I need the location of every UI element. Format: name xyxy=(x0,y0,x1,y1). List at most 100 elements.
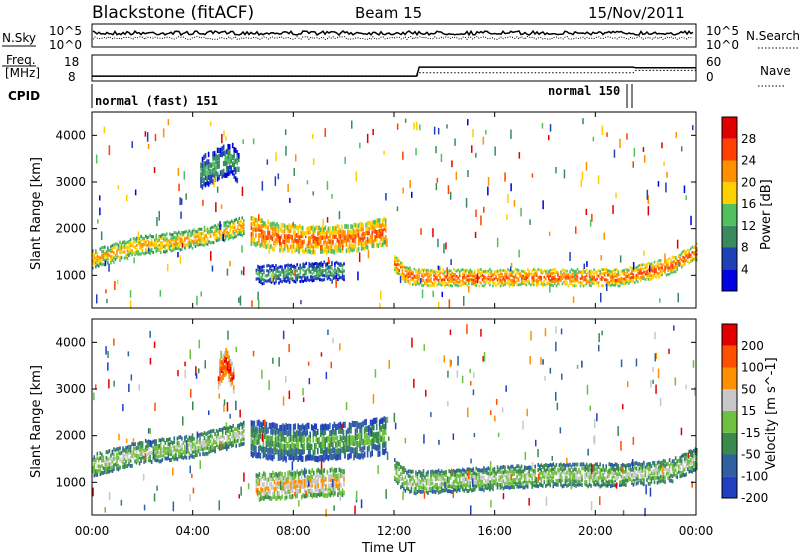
echo-cell xyxy=(204,153,207,159)
echo-cell xyxy=(146,235,148,239)
echo-cell xyxy=(255,478,258,484)
echo-cell xyxy=(401,269,404,272)
echo-cell xyxy=(611,280,613,284)
echo-cell xyxy=(575,467,577,472)
echo-cell xyxy=(555,478,558,483)
echo-cell xyxy=(141,236,144,240)
echo-cell xyxy=(347,427,349,434)
echo-scatter xyxy=(432,290,434,297)
echo-cell xyxy=(300,484,303,489)
echo-cell xyxy=(95,460,97,465)
echo-cell xyxy=(383,240,385,245)
echo-cell xyxy=(211,225,213,229)
echo-cell xyxy=(296,483,298,488)
echo-cell xyxy=(480,475,482,480)
echo-cell xyxy=(216,160,219,166)
echo-cell xyxy=(673,265,675,269)
echo-cell xyxy=(466,278,469,282)
echo-cell xyxy=(416,279,419,283)
echo-cell xyxy=(208,447,210,451)
echo-cell xyxy=(187,438,189,443)
echo-cell xyxy=(122,464,124,469)
echo-cell xyxy=(685,254,687,258)
echo-cell xyxy=(427,280,429,283)
echo-cell xyxy=(298,243,301,249)
echo-cell xyxy=(212,241,215,245)
echo-cell xyxy=(184,448,186,452)
echo-cell xyxy=(304,455,307,462)
echo-cell xyxy=(173,457,176,462)
echo-cell xyxy=(227,435,230,439)
echo-cell xyxy=(487,277,490,281)
echo-cell xyxy=(462,268,464,272)
echo-cell xyxy=(141,451,144,456)
echo-cell xyxy=(620,482,623,487)
echo-cell xyxy=(259,227,262,233)
echo-cell xyxy=(238,425,241,430)
echo-cell xyxy=(540,282,543,286)
echo-cell xyxy=(231,372,233,378)
echo-cell xyxy=(298,435,301,442)
echo-cell xyxy=(449,475,452,480)
echo-cell xyxy=(649,473,651,478)
echo-cell xyxy=(113,256,115,260)
echo-cell xyxy=(273,441,275,448)
echo-cell xyxy=(513,283,515,287)
freq-tick-bottom-right: 0 xyxy=(706,70,714,84)
echo-cell xyxy=(158,243,160,247)
echo-cell xyxy=(102,262,105,266)
echo-cell xyxy=(300,239,302,244)
echo-cell xyxy=(143,239,145,243)
echo-cell xyxy=(150,238,153,242)
echo-cell xyxy=(334,275,336,279)
echo-cell xyxy=(472,278,475,282)
echo-cell xyxy=(264,451,266,458)
echo-cell xyxy=(643,474,645,479)
echo-cell xyxy=(224,230,227,234)
echo-cell xyxy=(602,479,604,484)
echo-cell xyxy=(609,484,612,489)
echo-cell xyxy=(235,234,237,238)
echo-scatter xyxy=(144,131,147,137)
echo-cell xyxy=(253,237,256,242)
echo-cell xyxy=(212,161,214,167)
echo-cell xyxy=(252,451,254,459)
echo-cell xyxy=(637,468,639,473)
echo-cell xyxy=(163,449,165,454)
echo-cell xyxy=(454,484,456,489)
echo-cell xyxy=(348,249,351,254)
echo-cell xyxy=(290,475,292,480)
echo-cell xyxy=(262,426,265,433)
echo-cell xyxy=(602,475,604,480)
echo-cell xyxy=(237,233,239,237)
echo-cell xyxy=(213,150,216,157)
echo-cell xyxy=(329,422,331,429)
echo-cell xyxy=(457,481,459,486)
echo-cell xyxy=(460,283,462,287)
echo-scatter xyxy=(480,215,482,226)
echo-cell xyxy=(523,275,526,279)
echo-cell xyxy=(156,247,159,251)
echo-cell xyxy=(448,484,450,488)
echo-cell xyxy=(212,428,215,433)
echo-cell xyxy=(522,280,524,284)
echo-cell xyxy=(457,268,459,272)
echo-cell xyxy=(625,274,627,278)
echo-cell xyxy=(564,276,567,280)
echo-scatter xyxy=(472,128,474,138)
echo-cell xyxy=(522,473,524,478)
echo-cell xyxy=(363,444,366,451)
echo-cell xyxy=(661,263,663,267)
echo-scatter xyxy=(419,124,421,131)
echo-cell xyxy=(368,220,370,226)
echo-cell xyxy=(324,454,327,461)
echo-cell xyxy=(266,269,268,273)
echo-cell xyxy=(158,451,160,455)
echo-cell xyxy=(318,441,321,448)
echo-cell xyxy=(266,279,268,283)
echo-cell xyxy=(160,236,162,240)
colorbar-tick-label: 4 xyxy=(741,262,749,276)
echo-cell xyxy=(276,276,279,280)
echo-cell xyxy=(590,272,592,276)
echo-cell xyxy=(92,251,94,255)
